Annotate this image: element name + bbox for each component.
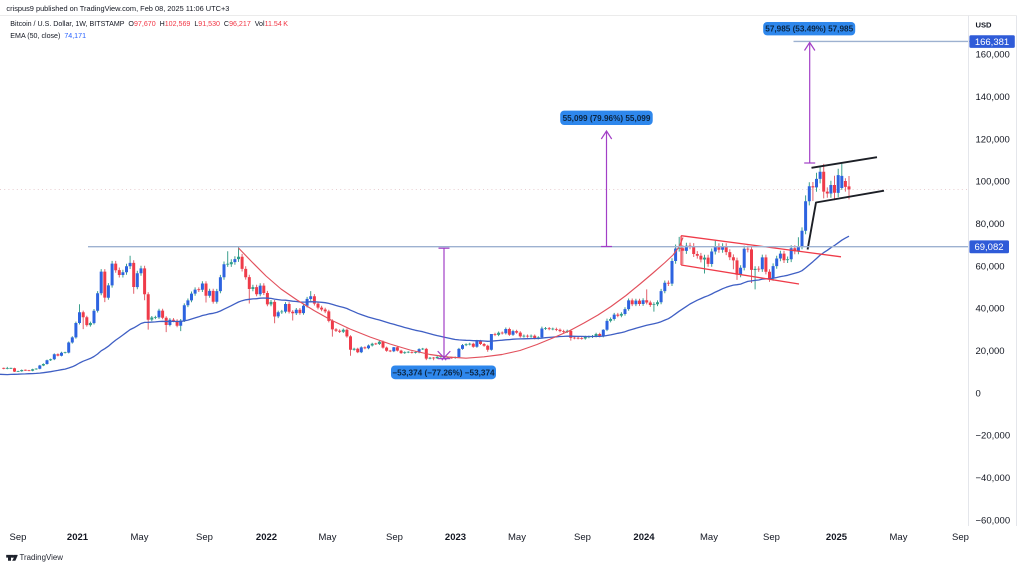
svg-text:2024: 2024 [633,532,655,543]
svg-text:120,000: 120,000 [976,134,1010,145]
svg-text:166,381: 166,381 [975,37,1009,48]
svg-text:160,000: 160,000 [976,50,1010,61]
svg-text:May: May [890,532,908,543]
svg-text:80,000: 80,000 [976,219,1005,230]
svg-text:−60,000: −60,000 [976,515,1011,526]
svg-text:Bitcoin / U.S. Dollar, 1W, BIT: Bitcoin / U.S. Dollar, 1W, BITSTAMP O97,… [10,20,288,28]
svg-text:2022: 2022 [256,532,277,543]
svg-text:−53,374 (−77.26%) −53,374: −53,374 (−77.26%) −53,374 [392,368,495,377]
svg-text:2023: 2023 [445,532,466,543]
svg-text:crispus9 published on TradingV: crispus9 published on TradingView.com, F… [6,4,229,13]
svg-text:May: May [700,532,718,543]
svg-text:Sep: Sep [574,532,591,543]
svg-text:0: 0 [976,388,981,399]
svg-text:60,000: 60,000 [976,261,1005,272]
svg-text:TradingView: TradingView [20,553,64,562]
svg-text:Sep: Sep [952,532,969,543]
svg-text:69,082: 69,082 [974,242,1003,253]
svg-text:USD: USD [976,20,993,29]
svg-text:EMA (50, close) 74,171: EMA (50, close) 74,171 [10,32,86,40]
svg-text:May: May [319,532,337,543]
svg-text:Sep: Sep [196,532,213,543]
svg-text:100,000: 100,000 [976,177,1010,188]
svg-text:40,000: 40,000 [976,304,1005,315]
svg-text:Sep: Sep [763,532,780,543]
svg-text:2021: 2021 [67,532,89,543]
svg-text:20,000: 20,000 [976,346,1005,357]
svg-text:55,099 (79.96%) 55,099: 55,099 (79.96%) 55,099 [563,114,651,123]
svg-text:2025: 2025 [826,532,848,543]
svg-text:57,985 (53.49%) 57,985: 57,985 (53.49%) 57,985 [765,25,853,34]
svg-text:Sep: Sep [10,532,27,543]
svg-text:−40,000: −40,000 [976,473,1011,484]
svg-text:Sep: Sep [386,532,403,543]
svg-text:May: May [131,532,149,543]
svg-text:−20,000: −20,000 [976,431,1011,442]
svg-text:May: May [508,532,526,543]
svg-text:140,000: 140,000 [976,92,1010,103]
